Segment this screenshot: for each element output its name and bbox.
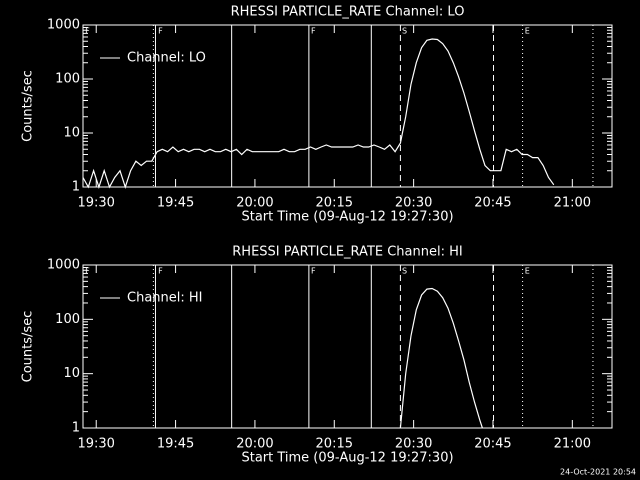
data-line <box>399 287 483 429</box>
flag-label: S <box>402 267 407 276</box>
y-axis-label: Counts/sec <box>21 311 36 383</box>
y-tick-label: 1 <box>72 421 80 436</box>
flag-label: F <box>158 267 163 276</box>
y-tick-label: 10 <box>63 126 80 141</box>
x-tick-label: 19:45 <box>157 437 194 452</box>
flag-label: F <box>158 27 163 36</box>
flag-label: E <box>525 267 530 276</box>
x-tick-label: 21:00 <box>554 196 591 211</box>
x-tick-label: 19:45 <box>157 196 194 211</box>
flag-label: F <box>85 267 90 276</box>
x-tick-label: 20:15 <box>316 437 353 452</box>
x-tick-label: 19:30 <box>77 196 114 211</box>
x-tick-label: 20:45 <box>474 437 511 452</box>
plot-frame <box>82 24 613 188</box>
y-tick-label: 1 <box>72 180 80 195</box>
flag-label: F <box>85 27 90 36</box>
y-tick-label: 1000 <box>47 18 80 33</box>
chart-title: RHESSI PARTICLE_RATE Channel: HI <box>232 245 462 260</box>
x-tick-label: 20:30 <box>395 437 432 452</box>
legend-label: Channel: LO <box>127 51 206 66</box>
y-tick-label: 10 <box>63 366 80 381</box>
x-tick-label: 20:30 <box>395 196 432 211</box>
x-tick-label: 21:00 <box>554 437 591 452</box>
data-line <box>82 38 555 189</box>
flag-label: F <box>311 27 316 36</box>
x-tick-label: 19:30 <box>77 437 114 452</box>
x-tick-label: 20:45 <box>474 196 511 211</box>
flag-label: F <box>311 267 316 276</box>
y-tick-label: 100 <box>55 312 80 327</box>
footer-date: 24-Oct-2021 20:54 <box>560 468 636 477</box>
x-tick-label: 20:00 <box>236 196 273 211</box>
y-tick-label: 100 <box>55 72 80 87</box>
x-tick-label: 20:00 <box>236 437 273 452</box>
flag-label: S <box>402 27 407 36</box>
x-axis-label: Start Time (09-Aug-12 19:27:30) <box>241 451 453 466</box>
x-tick-label: 20:15 <box>316 196 353 211</box>
y-axis-label: Counts/sec <box>21 70 36 142</box>
chart-title: RHESSI PARTICLE_RATE Channel: LO <box>231 5 465 20</box>
x-axis-label: Start Time (09-Aug-12 19:27:30) <box>241 210 453 225</box>
legend-label: Channel: HI <box>127 291 203 306</box>
flag-label: E <box>525 27 530 36</box>
plot-frame <box>82 264 613 429</box>
y-tick-label: 1000 <box>47 258 80 273</box>
